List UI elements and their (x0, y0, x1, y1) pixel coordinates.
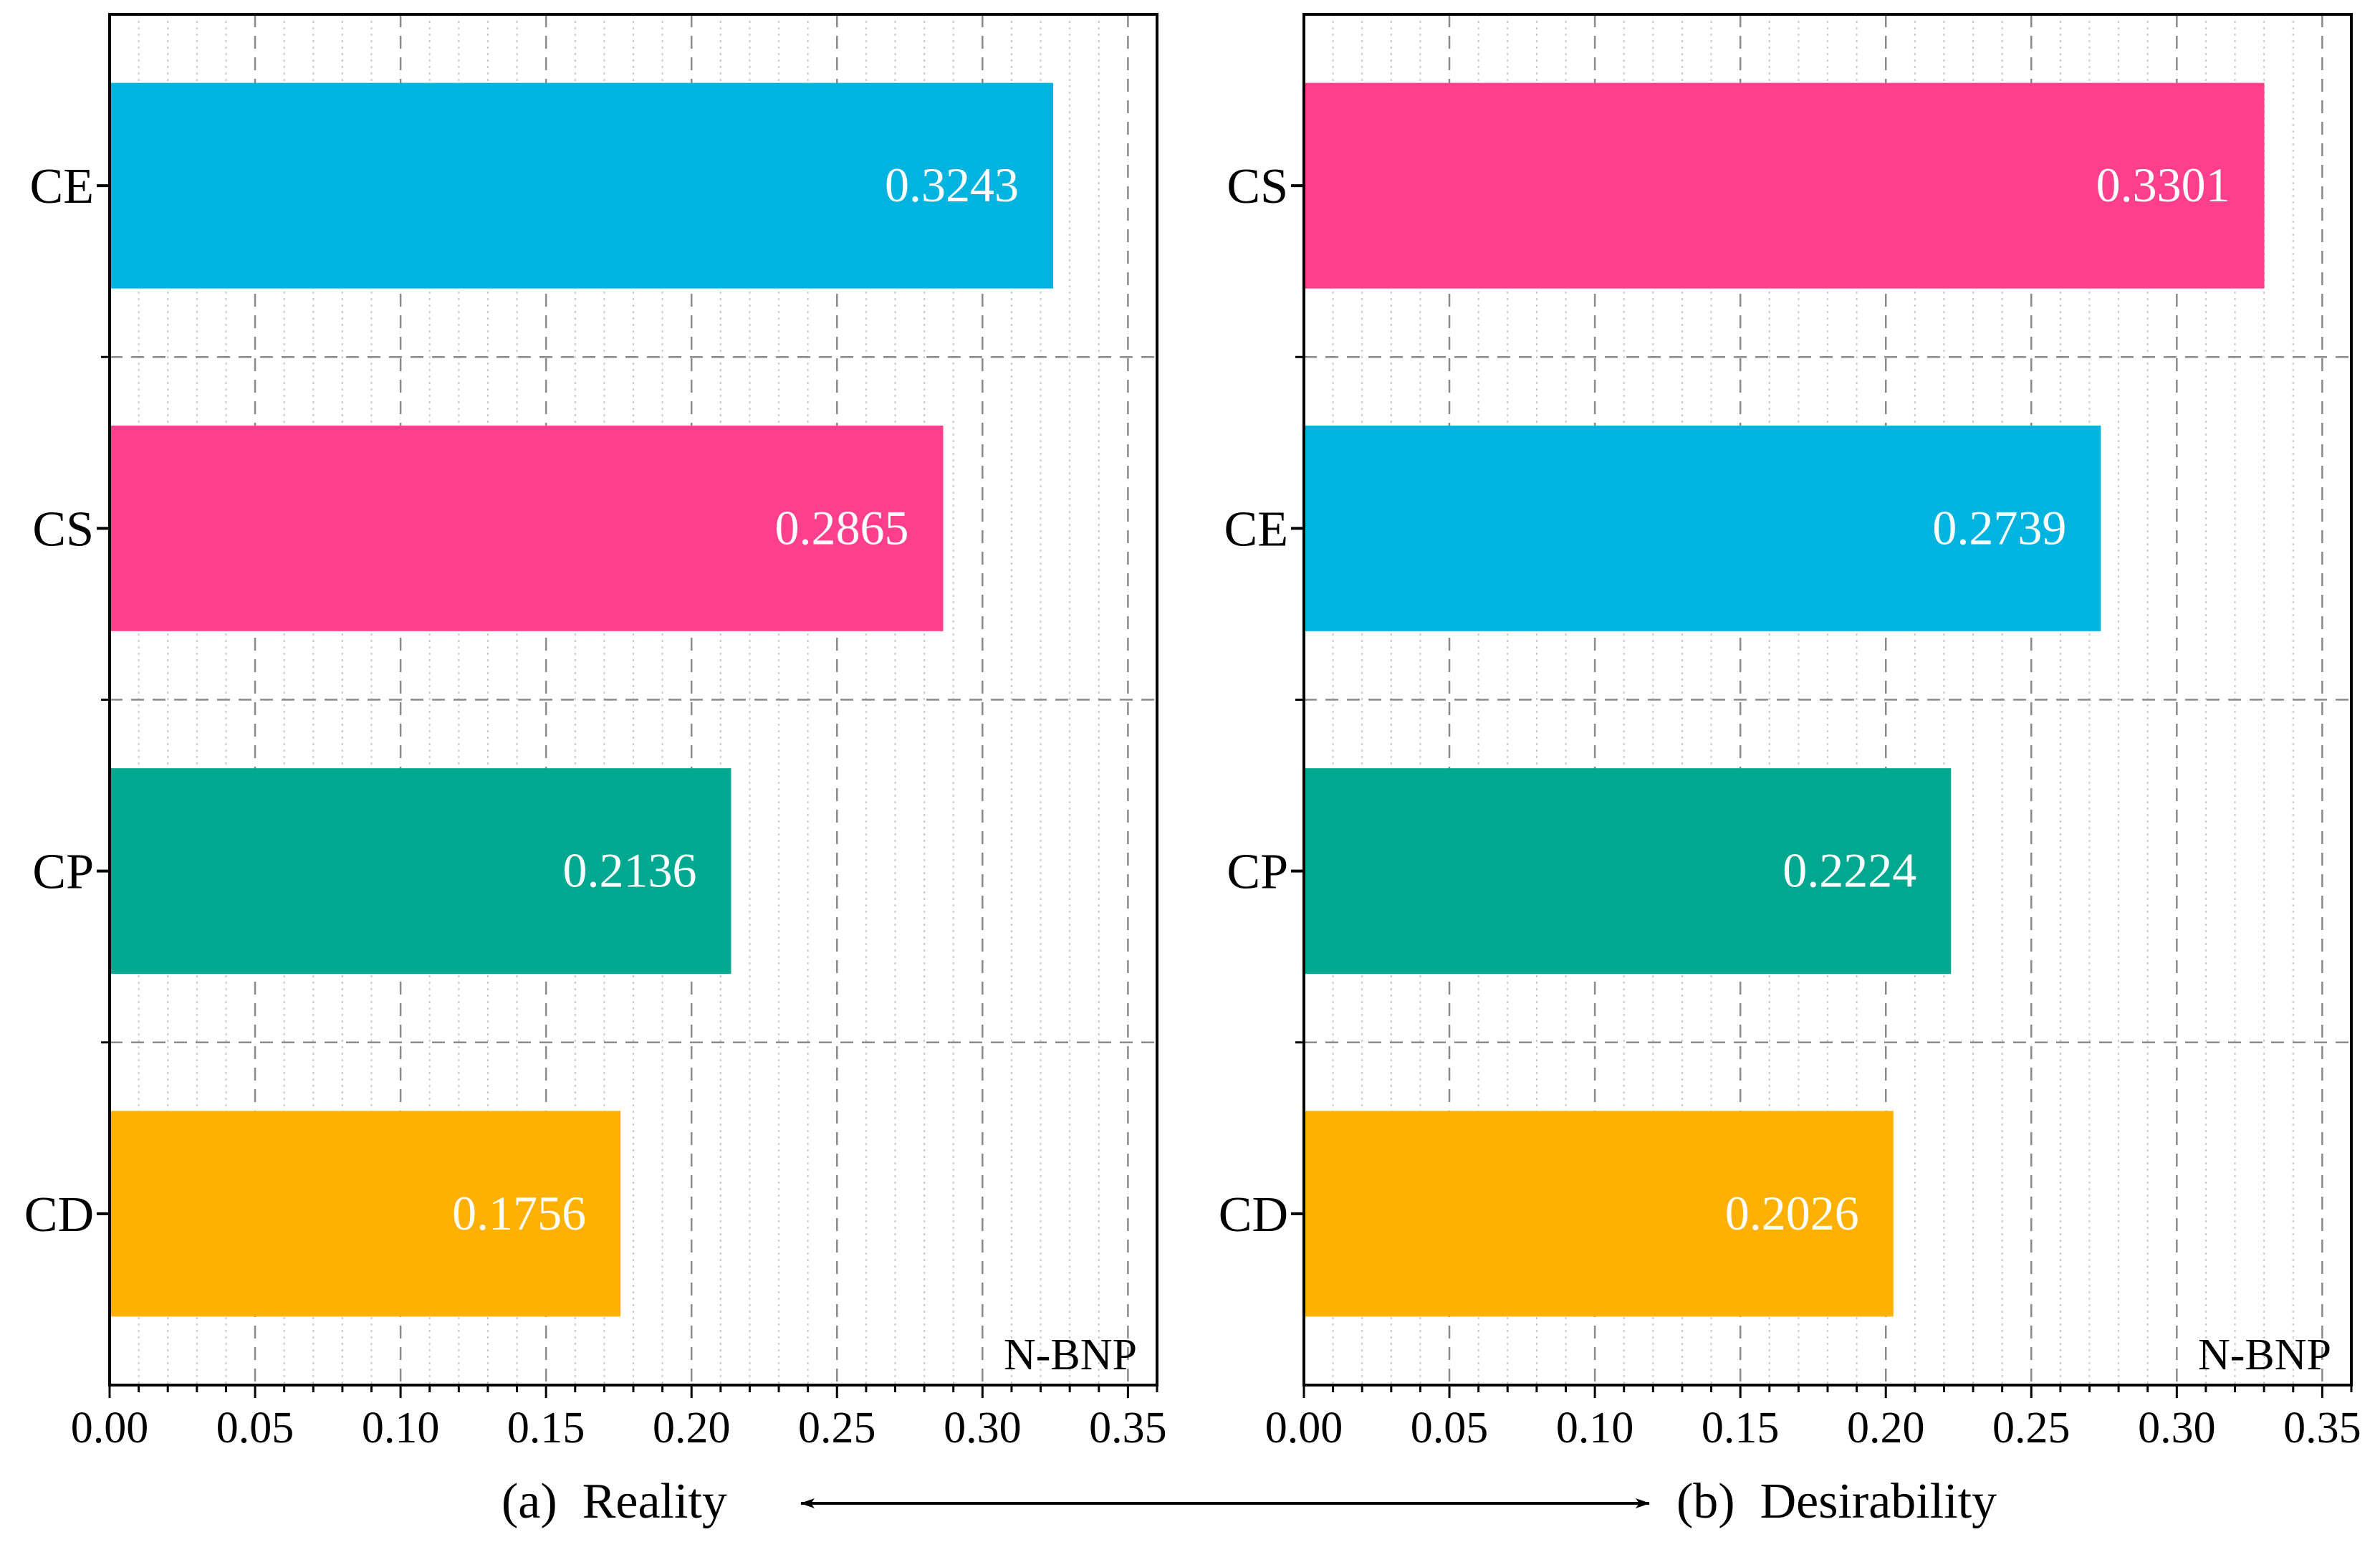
data-label: 0.2224 (1782, 843, 1916, 898)
x-tick-label: 0.20 (653, 1404, 731, 1452)
x-tick-label: 0.35 (2283, 1404, 2361, 1452)
bar-ce (110, 82, 1054, 289)
data-label: 0.2136 (562, 843, 696, 898)
y-tick-label: CD (1219, 1187, 1288, 1242)
y-tick-label: CS (1227, 159, 1288, 214)
x-tick-label: 0.15 (507, 1404, 585, 1452)
data-label: 0.1756 (452, 1186, 586, 1240)
y-tick-label: CE (30, 159, 94, 214)
y-axis: CS CE CP CD (1219, 159, 1304, 1242)
x-axis: 0.00 0.05 0.10 0.15 0.20 0.25 0.30 0.35 (71, 1385, 1167, 1452)
x-tick-label: 0.05 (1411, 1404, 1489, 1452)
x-tick-label: 0.10 (1556, 1404, 1634, 1452)
data-label: 0.3243 (885, 158, 1019, 212)
x-tick-label: 0.35 (1089, 1404, 1167, 1452)
x-tick-label: 0.05 (216, 1404, 294, 1452)
subtitle-desirability: (b) Desirability (1676, 1474, 1997, 1529)
bar-cd (1304, 1111, 1894, 1317)
data-label: 0.2865 (775, 500, 909, 555)
x-tick-label: 0.25 (798, 1404, 876, 1452)
bars: 0.3243 0.2865 0.2136 0.1756 (110, 82, 1054, 1317)
x-tick-label: 0.30 (944, 1404, 1022, 1452)
corner-label: N-BNP (2198, 1331, 2331, 1379)
bar-cp (110, 768, 731, 974)
data-label: 0.2026 (1725, 1186, 1859, 1240)
x-tick-label: 0.00 (71, 1404, 149, 1452)
data-label: 0.3301 (2096, 158, 2230, 212)
y-tick-label: CS (32, 502, 94, 557)
x-tick-label: 0.10 (362, 1404, 440, 1452)
y-tick-label: CP (1227, 845, 1288, 900)
bar-cs (110, 425, 944, 631)
y-axis: CE CS CP CD (24, 159, 110, 1242)
bar-cs (1304, 82, 2265, 289)
y-tick-label: CD (24, 1187, 94, 1242)
x-tick-label: 0.00 (1265, 1404, 1343, 1452)
bar-cp (1304, 768, 1952, 974)
subtitle-reality: (a) Reality (502, 1474, 727, 1529)
x-tick-label: 0.15 (1702, 1404, 1780, 1452)
y-tick-label: CP (32, 845, 94, 900)
x-tick-label: 0.30 (2138, 1404, 2216, 1452)
data-label: 0.2739 (1932, 500, 2066, 555)
x-tick-label: 0.25 (1992, 1404, 2070, 1452)
x-axis: 0.00 0.05 0.10 0.15 0.20 0.25 0.30 0.35 (1265, 1385, 2361, 1452)
bar-ce (1304, 425, 2101, 631)
corner-label: N-BNP (1004, 1331, 1137, 1379)
y-tick-label: CE (1224, 502, 1288, 557)
bars: 0.3301 0.2739 0.2224 0.2026 (1304, 82, 2265, 1317)
x-tick-label: 0.20 (1847, 1404, 1925, 1452)
bar-cd (110, 1111, 621, 1317)
